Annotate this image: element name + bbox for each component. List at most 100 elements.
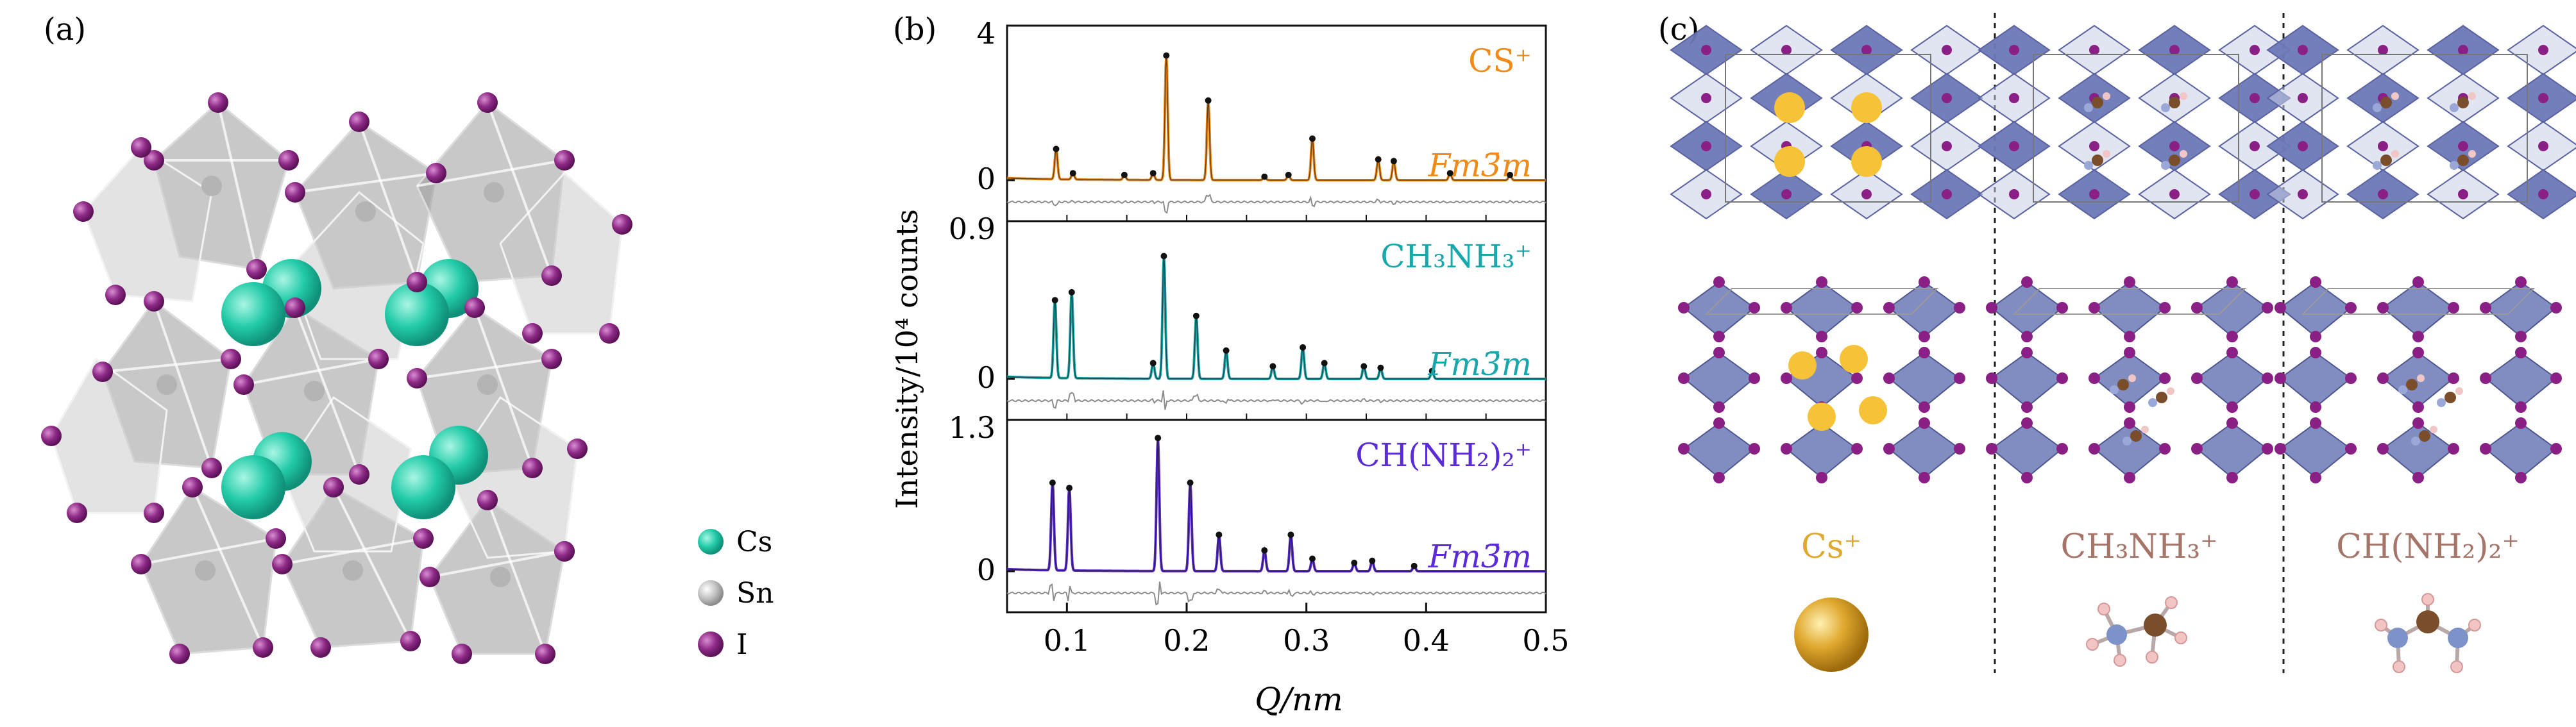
i-legend-label: I xyxy=(736,628,747,661)
octahedron-3d xyxy=(2093,281,2166,338)
organic-cation-nitrogen xyxy=(2084,161,2093,170)
organic-cation-hydrogen xyxy=(2391,92,2399,100)
iodine-site xyxy=(1986,443,1997,455)
peak-point-2-6 xyxy=(1287,531,1294,539)
iodine-site xyxy=(1861,189,1872,199)
iodine-site xyxy=(2515,276,2527,288)
octahedron-3d xyxy=(1682,281,1756,338)
iodine-site xyxy=(2056,372,2068,384)
cation-label-1: CH₃NH₃⁺ xyxy=(1380,238,1532,275)
octahedron-3d xyxy=(1888,422,1961,479)
iodine-site xyxy=(2412,472,2424,483)
iodine-site xyxy=(1713,347,1725,358)
organic-cation-hydrogen xyxy=(2417,374,2425,382)
panel-a-legend: Cs Sn I xyxy=(698,526,774,661)
iodine-site xyxy=(2009,45,2019,55)
iodine-site xyxy=(2021,276,2033,288)
organic-cation-nitrogen xyxy=(2373,103,2382,112)
organic-cation-carbon xyxy=(2457,155,2469,166)
iodine-site xyxy=(1781,302,1792,313)
iodine-site xyxy=(2310,276,2321,288)
iodine-site xyxy=(1713,331,1725,342)
iodine-site xyxy=(1701,45,1711,55)
iodine-site xyxy=(1713,417,1725,429)
iodine-site xyxy=(2538,93,2548,103)
iodine-site xyxy=(1883,302,1895,313)
peak-point-1-3 xyxy=(1160,253,1167,260)
iodine-site xyxy=(2089,372,2100,384)
organic-cation-carbon xyxy=(2130,430,2142,442)
organic-cation-nitrogen xyxy=(2398,385,2407,394)
iodine-site xyxy=(2412,417,2424,429)
organic-cation-hydrogen xyxy=(2103,92,2110,100)
iodine-site xyxy=(2538,141,2548,151)
iodine-site xyxy=(2550,443,2562,455)
residual-curve-1 xyxy=(1006,390,1546,410)
octahedron-3d xyxy=(1888,351,1961,408)
iodine-site xyxy=(2298,141,2308,151)
peak-point-0-0 xyxy=(1053,146,1060,153)
peak-point-2-3 xyxy=(1187,480,1194,486)
y-tick-zero-2: 0 xyxy=(977,553,996,587)
iodine-site xyxy=(2515,472,2527,483)
organic-cation-hydrogen xyxy=(2468,150,2476,158)
iodine-site xyxy=(2169,189,2180,199)
organic-cation-nitrogen xyxy=(2148,398,2157,407)
iodine-site xyxy=(2275,372,2286,384)
i-legend-marker xyxy=(698,631,724,657)
iodine-site xyxy=(2345,372,2357,384)
iodine-site xyxy=(2377,443,2389,455)
iodine-site xyxy=(2458,141,2468,151)
iodine-site xyxy=(2009,141,2019,151)
iodine-site xyxy=(1816,472,1827,483)
y-tick-max-0: 4 xyxy=(977,16,996,51)
iodine-site xyxy=(2089,189,2099,199)
iodine-site xyxy=(2412,276,2424,288)
iodine-site xyxy=(2226,331,2238,342)
iodine-site xyxy=(2021,331,2033,342)
iodine-site xyxy=(2169,45,2180,55)
iodine-site xyxy=(2310,472,2321,483)
iodine-site xyxy=(2191,302,2203,313)
organic-cation-hydrogen xyxy=(2128,374,2136,382)
peak-point-0-4 xyxy=(1163,52,1170,59)
iodine-site xyxy=(2226,347,2238,358)
panel-c-dividers xyxy=(1994,13,2285,673)
panel-b-label: (b) xyxy=(893,12,936,47)
iodine-site xyxy=(2448,443,2459,455)
iodine-site xyxy=(1954,302,1965,313)
x-tick-label-4: 0.5 xyxy=(1522,623,1569,658)
octahedron-3d xyxy=(2382,422,2455,479)
octahedron-3d xyxy=(2196,281,2269,338)
organic-cation-carbon xyxy=(2406,379,2418,390)
octahedron-3d xyxy=(1990,351,2063,408)
iodine-site xyxy=(2458,189,2468,199)
iodine-site xyxy=(2009,93,2019,103)
iodine-site xyxy=(2226,417,2238,429)
cs-site-top xyxy=(1851,146,1882,177)
diffraction-chart: 0 4 CS⁺ Fm3̄m 0 0.9 CH₃NH₃⁺ Fm3̄m 0 1.3 CH(NH₂)₂⁺ F… xyxy=(949,16,1570,658)
observed-curve-0 xyxy=(1007,55,1546,181)
iodine-site xyxy=(2009,189,2019,199)
peak-point-2-8 xyxy=(1351,560,1358,566)
cs-site-top xyxy=(1774,146,1805,177)
sn-legend-marker xyxy=(698,580,724,606)
observed-curve-2 xyxy=(1006,437,1546,572)
peak-point-1-5 xyxy=(1223,347,1230,354)
cs-cation-sphere xyxy=(1794,597,1868,672)
iodine-site xyxy=(2056,302,2068,313)
iodine-site xyxy=(1919,417,1930,429)
iodine-site xyxy=(2412,401,2424,413)
methylammonium-molecule xyxy=(2086,596,2187,667)
iodine-site xyxy=(2412,347,2424,358)
iodine-site xyxy=(1781,45,1792,55)
crystal-structure-cs-sn-i xyxy=(41,92,632,664)
iodine-site xyxy=(2191,443,2203,455)
iodine-site xyxy=(1851,443,1863,455)
octahedron-3d xyxy=(2484,422,2557,479)
peak-point-0-2 xyxy=(1121,171,1128,178)
octahedron-3d xyxy=(2279,281,2352,338)
octahedron-3d xyxy=(1785,422,1858,479)
y-tick-zero-1: 0 xyxy=(977,360,996,395)
